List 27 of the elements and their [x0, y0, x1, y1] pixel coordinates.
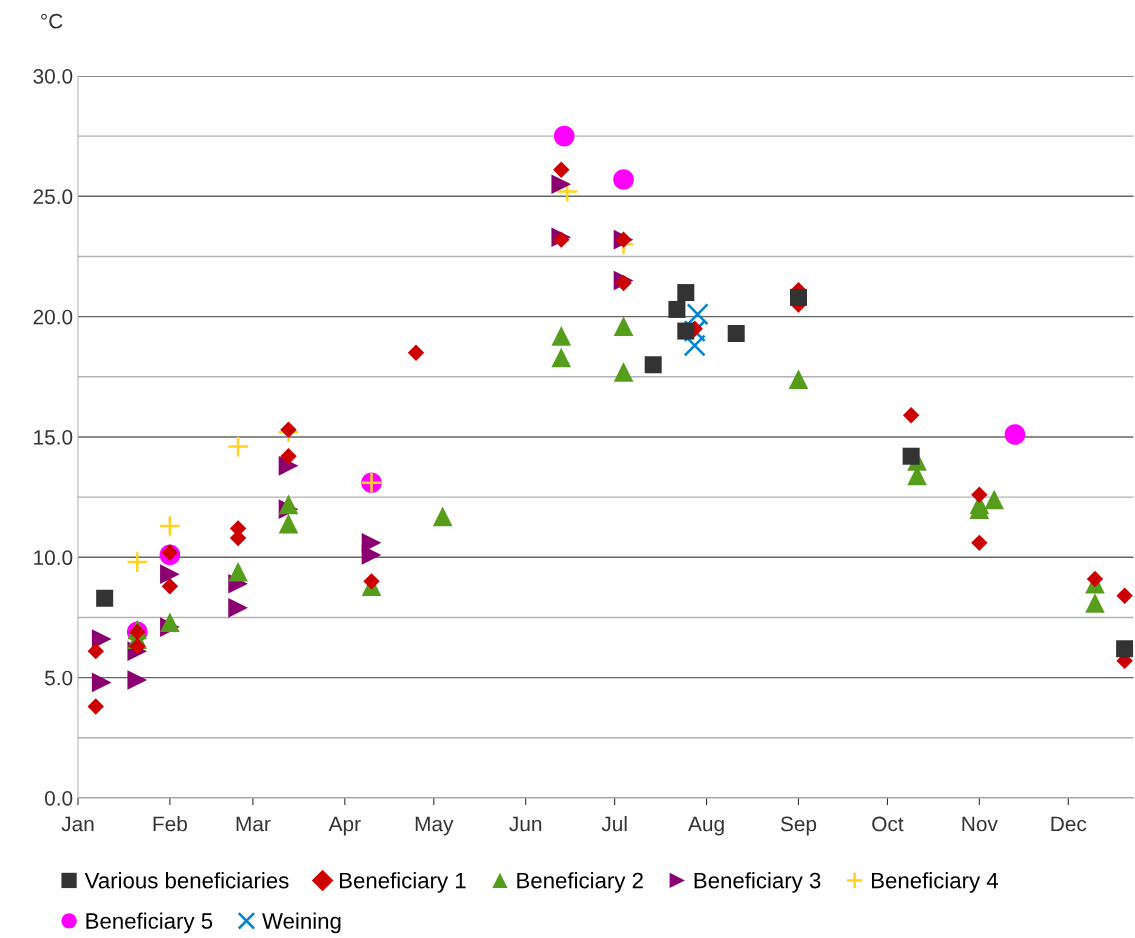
x-tick-label: May — [415, 816, 454, 836]
x-tick-label: Dec — [1051, 816, 1087, 832]
legend-label: Weining — [262, 912, 341, 934]
legend-label: Various beneficiaries — [84, 872, 289, 889]
y-tick-label: 15.0 — [34, 429, 73, 445]
y-tick-label: 30.0 — [33, 68, 73, 84]
legend-label: Beneficiary 5 — [86, 912, 213, 934]
x-tick-label: Sep — [780, 816, 817, 836]
x-tick-label: Jun — [509, 816, 542, 832]
legend-label: Beneficiary 1 — [339, 872, 466, 893]
x-tick-label: Mar — [236, 816, 271, 832]
legend-label: Beneficiary 3 — [694, 872, 821, 893]
y-tick-label: 5.0 — [44, 670, 73, 686]
x-tick-label: Jul — [601, 816, 627, 832]
x-tick-label: Apr — [328, 816, 361, 836]
y-tick-label: 10.0 — [34, 550, 73, 566]
legend-label: Beneficiary 2 — [517, 872, 643, 893]
x-tick-label: Nov — [962, 816, 998, 832]
x-tick-label: Jan — [61, 816, 94, 832]
x-tick-label: Aug — [688, 816, 724, 836]
y-axis-title: °C — [41, 13, 63, 29]
y-tick-label: 0.0 — [44, 790, 73, 806]
y-tick-label: 20.0 — [33, 309, 73, 325]
legend-label: Beneficiary 4 — [872, 872, 998, 893]
y-tick-label: 25.0 — [33, 189, 73, 205]
x-tick-label: Oct — [872, 816, 904, 832]
x-tick-label: Feb — [153, 816, 187, 832]
